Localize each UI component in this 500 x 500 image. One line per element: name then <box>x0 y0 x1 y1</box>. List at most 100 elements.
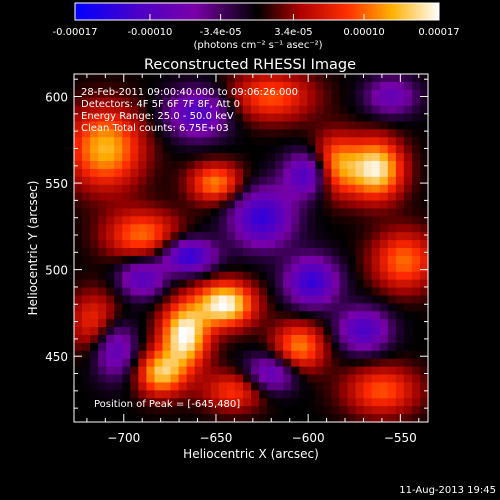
heatmap-cell <box>242 74 252 83</box>
heatmap-cell <box>339 208 349 217</box>
heatmap-cell <box>387 89 397 99</box>
heatmap-cell <box>170 350 180 360</box>
heatmap-cell <box>379 342 389 352</box>
heatmap-cell <box>130 263 139 273</box>
heatmap-cell <box>339 81 349 91</box>
heatmap-cell <box>106 153 115 162</box>
heatmap-cell <box>90 224 99 233</box>
heatmap-cell <box>331 398 341 407</box>
heatmap-cell <box>138 232 148 241</box>
heatmap-cell <box>267 358 276 368</box>
heatmap-cell <box>267 232 276 241</box>
heatmap-cell <box>259 97 268 107</box>
heatmap-cell <box>251 208 260 217</box>
heatmap-cell <box>138 89 148 99</box>
heatmap-cell <box>299 74 308 83</box>
heatmap-cell <box>234 287 244 297</box>
heatmap-cell <box>315 129 325 138</box>
heatmap-cell <box>194 406 204 415</box>
heatmap-cell <box>371 398 381 407</box>
heatmap-cell <box>403 271 413 281</box>
heatmap-cell <box>242 319 252 328</box>
heatmap-cell <box>403 248 413 257</box>
heatmap-cell <box>411 168 421 178</box>
heatmap-cell <box>218 271 228 281</box>
heatmap-cell <box>395 390 405 399</box>
heatmap-cell <box>146 168 156 178</box>
heatmap-cell <box>218 295 228 304</box>
heatmap-cell <box>299 295 308 304</box>
heatmap-cell <box>323 311 333 320</box>
heatmap-cell <box>90 184 99 194</box>
heatmap-cell <box>299 105 308 115</box>
heatmap-cell <box>162 295 172 304</box>
heatmap-cell <box>122 240 131 249</box>
heatmap-cell <box>395 342 405 352</box>
heatmap-cell <box>259 224 268 233</box>
heatmap-cell <box>371 208 381 217</box>
heatmap-cell <box>307 168 316 178</box>
heatmap-cell <box>122 137 131 146</box>
heatmap-cell <box>355 342 365 352</box>
heatmap-cell <box>210 129 220 138</box>
heatmap-cell <box>339 232 349 241</box>
heatmap-cell <box>419 374 429 384</box>
heatmap-cell <box>307 232 316 241</box>
heatmap-cell <box>90 319 99 328</box>
heatmap-cell <box>114 240 123 249</box>
heatmap-cell <box>202 327 212 336</box>
heatmap-cell <box>387 319 397 328</box>
heatmap-cell <box>210 414 220 423</box>
heatmap-cell <box>403 342 413 352</box>
heatmap-cell <box>339 255 349 265</box>
heatmap-cell <box>170 374 180 384</box>
heatmap-cell <box>323 168 333 178</box>
heatmap-cell <box>355 414 365 423</box>
peak-position-label: Position of Peak = [-645,480] <box>94 399 240 410</box>
heatmap-cell <box>162 153 172 162</box>
heatmap-cell <box>283 89 292 99</box>
heatmap-cell <box>331 255 341 265</box>
heatmap-cell <box>315 240 325 249</box>
heatmap-cell <box>130 176 139 186</box>
heatmap-cell <box>210 366 220 376</box>
heatmap-cell <box>114 81 123 91</box>
heatmap-cell <box>339 216 349 225</box>
heatmap-cell <box>387 81 397 91</box>
heatmap-cell <box>411 398 421 407</box>
heatmap-cell <box>419 382 429 391</box>
heatmap-cell <box>90 121 99 130</box>
heatmap-cell <box>90 382 99 391</box>
heatmap-cell <box>251 248 260 257</box>
heatmap-cell <box>234 319 244 328</box>
heatmap-cell <box>146 248 156 257</box>
heatmap-cell <box>82 248 91 257</box>
heatmap-cell <box>275 335 284 344</box>
heatmap-cell <box>419 81 429 91</box>
heatmap-cell <box>347 255 357 265</box>
heatmap-cell <box>210 342 220 352</box>
heatmap-cell <box>411 255 421 265</box>
heatmap-cell <box>379 311 389 320</box>
heatmap-cell <box>419 311 429 320</box>
heatmap-cell <box>331 350 341 360</box>
heatmap-cell <box>106 271 115 281</box>
heatmap-cell <box>162 184 172 194</box>
heatmap-cell <box>194 113 204 123</box>
heatmap-cell <box>267 176 276 186</box>
heatmap-cell <box>154 271 164 281</box>
heatmap-cell <box>371 74 381 83</box>
heatmap-cell <box>291 350 300 360</box>
heatmap-cell <box>170 358 180 368</box>
heatmap-cell <box>419 192 429 202</box>
heatmap-cell <box>130 216 139 225</box>
heatmap-cell <box>210 255 220 265</box>
heatmap-cell <box>363 271 373 281</box>
heatmap-cell <box>234 366 244 376</box>
heatmap-cell <box>162 74 172 83</box>
heatmap-cell <box>403 335 413 344</box>
heatmap-cell <box>347 327 357 336</box>
heatmap-cell <box>299 153 308 162</box>
heatmap-cell <box>259 295 268 304</box>
heatmap-cell <box>331 176 341 186</box>
